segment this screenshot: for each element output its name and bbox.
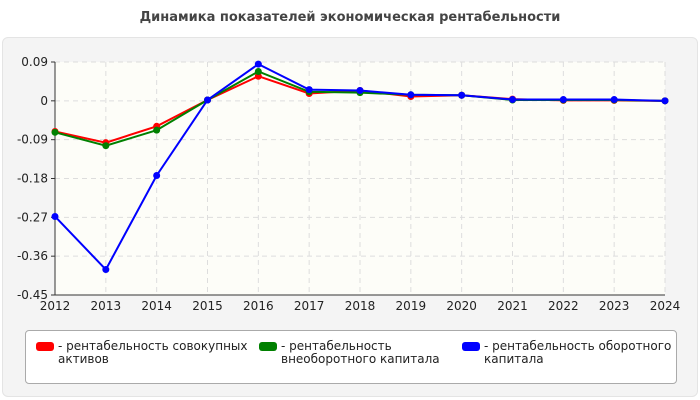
- y-tick-label: -0.27: [17, 210, 48, 224]
- legend-label: - рентабельность оборотного: [484, 339, 672, 353]
- data-point: [559, 96, 567, 104]
- legend-label: - рентабельность: [281, 339, 392, 353]
- x-tick-label: 2020: [446, 299, 477, 313]
- data-point: [509, 96, 516, 104]
- data-point: [204, 96, 211, 104]
- data-point: [254, 67, 262, 75]
- legend-item[interactable]: - рентабельность оборотного капитала: [462, 340, 671, 366]
- x-tick-label: 2024: [650, 299, 681, 313]
- x-tick-label: 2017: [294, 299, 325, 313]
- legend-swatch-blue: [462, 342, 480, 351]
- x-tick-label: 2018: [345, 299, 376, 313]
- data-point: [661, 97, 669, 105]
- y-tick-label: -0.45: [17, 288, 48, 302]
- data-point: [458, 91, 466, 99]
- data-point: [102, 266, 110, 274]
- data-point: [305, 86, 313, 94]
- x-tick-label: 2013: [91, 299, 122, 313]
- data-point: [153, 171, 161, 179]
- legend-label: капитала: [484, 352, 544, 366]
- data-point: [407, 91, 415, 99]
- data-point: [254, 60, 262, 68]
- legend-item[interactable]: - рентабельность совокупных активов: [36, 340, 248, 366]
- x-tick-label: 2015: [192, 299, 223, 313]
- y-tick-label: -0.18: [17, 172, 48, 186]
- x-tick-label: 2021: [497, 299, 528, 313]
- legend-label: внеоборотного капитала: [281, 352, 440, 366]
- x-tick-label: 2022: [548, 299, 579, 313]
- x-tick-label: 2012: [40, 299, 71, 313]
- legend-item[interactable]: - рентабельность внеоборотного капитала: [259, 340, 440, 366]
- data-point: [102, 142, 110, 150]
- x-tick-label: 2014: [141, 299, 172, 313]
- legend-label: активов: [58, 352, 109, 366]
- chart-title: Динамика показателей экономическая рента…: [139, 10, 561, 25]
- x-tick-label: 2019: [396, 299, 427, 313]
- x-tick-label: 2016: [243, 299, 274, 313]
- data-point: [51, 212, 59, 220]
- data-point: [356, 86, 364, 94]
- legend-swatch-green: [259, 342, 277, 351]
- y-tick-label: 0: [40, 94, 48, 108]
- y-tick-label: -0.09: [17, 133, 48, 147]
- data-point: [610, 96, 618, 104]
- data-point: [153, 126, 161, 134]
- y-tick-label: -0.36: [17, 249, 48, 263]
- y-tick-label: 0.09: [21, 55, 48, 69]
- legend-label: - рентабельность совокупных: [58, 339, 248, 353]
- data-point: [51, 128, 59, 136]
- legend-swatch-red: [36, 342, 54, 351]
- x-tick-label: 2023: [599, 299, 630, 313]
- legend: - рентабельность совокупных активов - рен…: [25, 330, 677, 384]
